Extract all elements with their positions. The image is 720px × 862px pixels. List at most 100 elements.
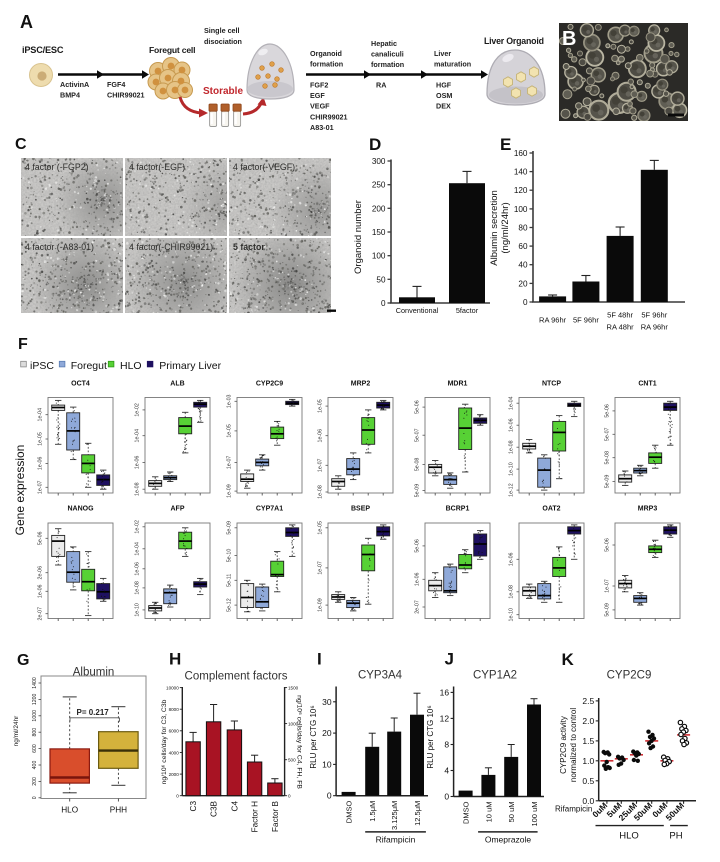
svg-text:1e-08: 1e-08 <box>509 440 515 454</box>
svg-text:ng/10⁶ cells/day for C4, FH, F: ng/10⁶ cells/day for C4, FH, FB <box>296 695 303 789</box>
svg-text:1.0: 1.0 <box>582 756 594 766</box>
svg-text:J: J <box>445 650 454 669</box>
svg-text:1e-08: 1e-08 <box>509 585 515 599</box>
svg-text:2e-07: 2e-07 <box>415 600 421 614</box>
svg-text:HLO: HLO <box>120 360 142 372</box>
svg-text:0: 0 <box>176 794 179 799</box>
svg-text:1e-10: 1e-10 <box>509 608 515 622</box>
svg-text:800: 800 <box>32 728 38 737</box>
svg-text:disociation: disociation <box>204 37 242 46</box>
svg-text:HLO: HLO <box>61 806 78 815</box>
svg-text:1e-07: 1e-07 <box>605 579 611 593</box>
svg-text:1e-06: 1e-06 <box>318 429 324 443</box>
svg-text:RA 96hr: RA 96hr <box>539 316 567 325</box>
svg-text:0: 0 <box>288 794 291 799</box>
svg-text:CYP1A2: CYP1A2 <box>473 670 517 682</box>
svg-text:1000: 1000 <box>32 710 38 722</box>
svg-text:Rifampicin: Rifampicin <box>555 805 592 814</box>
svg-text:RA 48hr: RA 48hr <box>607 323 635 332</box>
svg-text:5e-06: 5e-06 <box>415 400 421 414</box>
svg-text:RLU per CTG 10⁶: RLU per CTG 10⁶ <box>426 705 435 768</box>
svg-text:CYP2C9 activity: CYP2C9 activity <box>559 716 568 774</box>
svg-text:I: I <box>317 650 322 669</box>
svg-text:0.0: 0.0 <box>582 796 594 806</box>
svg-text:1e-03: 1e-03 <box>227 394 233 408</box>
svg-text:1e-06: 1e-06 <box>509 552 515 566</box>
svg-text:4 factor(-VEGF): 4 factor(-VEGF) <box>233 162 295 172</box>
svg-text:BSEP: BSEP <box>351 506 370 513</box>
svg-text:20: 20 <box>518 279 528 288</box>
svg-text:Organoid: Organoid <box>310 49 342 58</box>
svg-text:40: 40 <box>518 261 528 270</box>
svg-text:10000: 10000 <box>166 685 179 690</box>
svg-text:250: 250 <box>372 181 386 190</box>
svg-text:CYP7A1: CYP7A1 <box>256 506 283 513</box>
svg-text:5e-12: 5e-12 <box>227 598 233 612</box>
svg-text:H: H <box>169 650 181 669</box>
svg-text:80: 80 <box>518 224 528 233</box>
svg-text:Factor H: Factor H <box>251 801 260 832</box>
svg-text:ng/ml/24hr: ng/ml/24hr <box>13 715 20 747</box>
svg-text:CYP2C9: CYP2C9 <box>256 381 283 388</box>
svg-text:50: 50 <box>376 275 386 284</box>
svg-text:1e-05: 1e-05 <box>227 424 233 438</box>
svg-text:5F 96hr: 5F 96hr <box>641 311 667 320</box>
svg-text:1e-06: 1e-06 <box>415 572 421 586</box>
svg-text:1e-06: 1e-06 <box>135 456 141 470</box>
svg-text:ActivinA: ActivinA <box>60 80 89 89</box>
svg-text:1e-07: 1e-07 <box>318 561 324 575</box>
svg-text:4 factor(-EGF): 4 factor(-EGF) <box>129 162 185 172</box>
svg-text:5 factor: 5 factor <box>233 242 265 252</box>
svg-text:120: 120 <box>514 186 528 195</box>
svg-text:5e-06: 5e-06 <box>38 531 44 545</box>
svg-text:2.0: 2.0 <box>582 716 594 726</box>
svg-text:Liver: Liver <box>434 49 451 58</box>
svg-text:normalized to control: normalized to control <box>569 708 578 782</box>
svg-text:HGF: HGF <box>436 81 452 90</box>
svg-text:1.5: 1.5 <box>582 736 594 746</box>
svg-text:5e-09: 5e-09 <box>605 603 611 617</box>
svg-text:1e-06: 1e-06 <box>135 562 141 576</box>
svg-text:CHIR99021: CHIR99021 <box>310 112 348 121</box>
svg-text:5e-07: 5e-07 <box>415 428 421 442</box>
svg-text:RA 96hr: RA 96hr <box>641 323 669 332</box>
svg-text:1e-07: 1e-07 <box>38 480 44 494</box>
svg-text:300: 300 <box>372 157 386 166</box>
svg-text:canaliculi: canaliculi <box>371 50 404 59</box>
svg-text:Rifampicin: Rifampicin <box>376 835 416 845</box>
svg-text:OAT2: OAT2 <box>542 506 560 513</box>
svg-text:CNT1: CNT1 <box>638 381 656 388</box>
svg-text:1e-09: 1e-09 <box>227 484 233 498</box>
svg-text:RA: RA <box>376 81 386 90</box>
svg-text:0: 0 <box>381 299 386 308</box>
svg-text:0: 0 <box>523 298 528 307</box>
svg-text:Omeprazole: Omeprazole <box>485 835 532 845</box>
svg-text:0: 0 <box>444 792 449 802</box>
svg-text:1e-07: 1e-07 <box>227 456 233 470</box>
svg-text:VEGF: VEGF <box>310 102 330 111</box>
svg-text:1e-05: 1e-05 <box>318 521 324 535</box>
svg-text:1e-02: 1e-02 <box>135 520 141 534</box>
svg-text:E: E <box>500 135 511 154</box>
svg-text:100: 100 <box>514 205 528 214</box>
svg-text:4: 4 <box>444 766 449 776</box>
svg-text:HLO: HLO <box>619 831 639 842</box>
svg-text:AFP: AFP <box>171 506 185 513</box>
svg-text:1000: 1000 <box>288 721 299 726</box>
svg-text:5e-10: 5e-10 <box>227 549 233 563</box>
svg-text:1e-05: 1e-05 <box>318 399 324 413</box>
svg-text:2e-06: 2e-06 <box>38 566 44 580</box>
svg-text:10: 10 <box>322 759 332 769</box>
svg-text:1400: 1400 <box>32 677 38 689</box>
svg-text:5e-09: 5e-09 <box>227 521 233 535</box>
svg-text:5e-09: 5e-09 <box>415 484 421 498</box>
svg-text:1e-08: 1e-08 <box>135 482 141 496</box>
svg-text:iPSC/ESC: iPSC/ESC <box>22 45 64 55</box>
svg-text:600: 600 <box>32 744 38 753</box>
svg-text:6000: 6000 <box>169 729 180 734</box>
svg-text:2e-07: 2e-07 <box>38 607 44 621</box>
svg-text:1e-02: 1e-02 <box>135 403 141 417</box>
svg-text:iPSC: iPSC <box>30 360 54 372</box>
svg-text:Foregut cell: Foregut cell <box>149 45 195 55</box>
svg-text:1e-05: 1e-05 <box>38 432 44 446</box>
